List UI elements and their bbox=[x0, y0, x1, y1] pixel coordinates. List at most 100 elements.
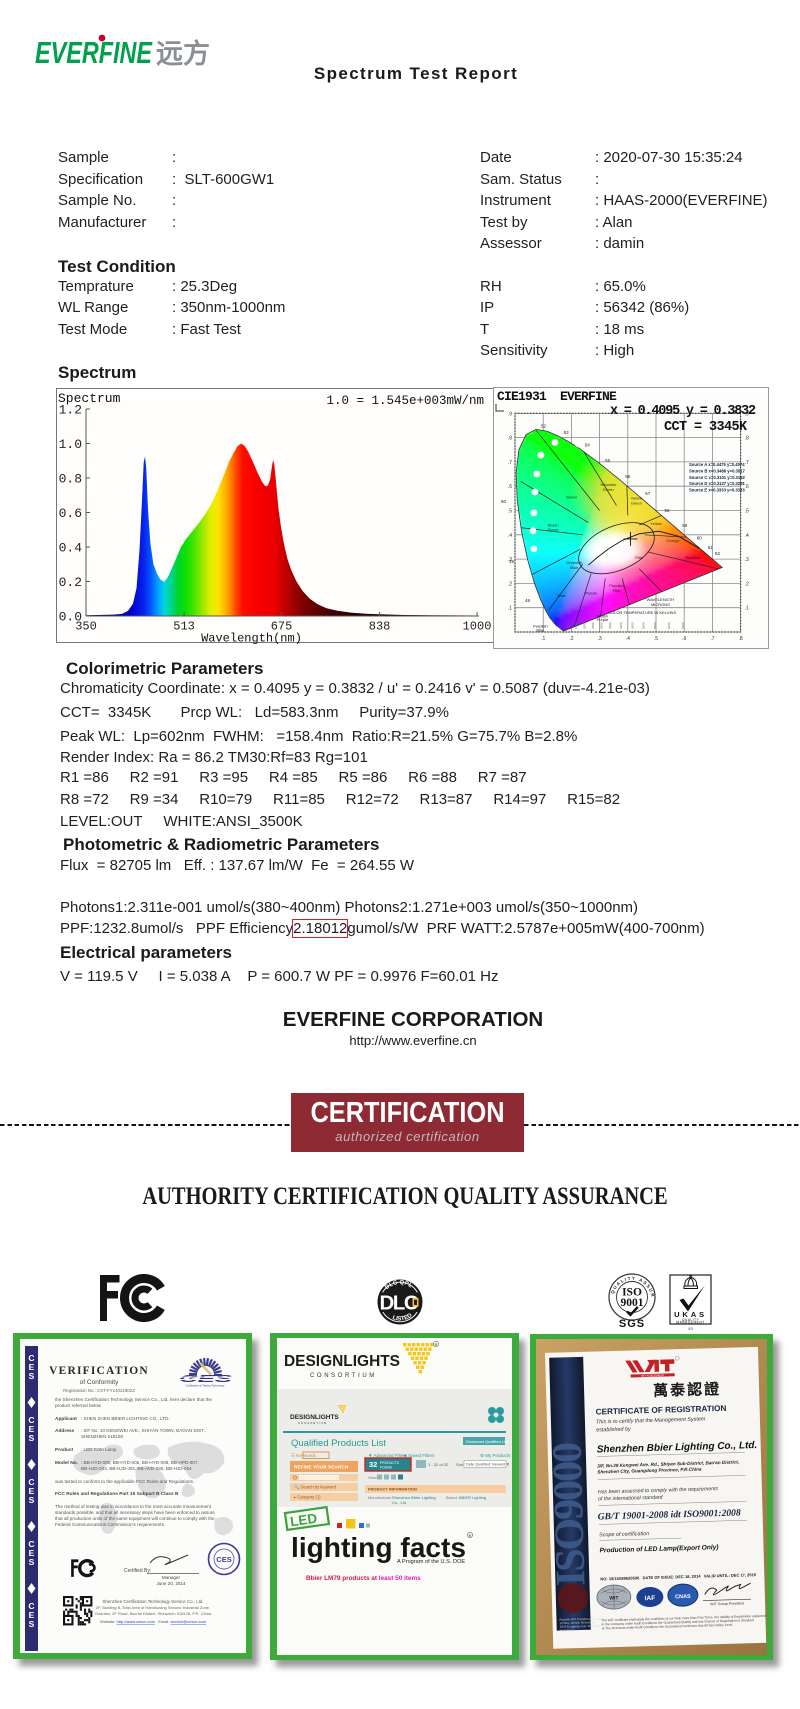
svg-text:Blue: Blue bbox=[570, 565, 579, 570]
svg-text:Registration No.: CST-FY140218: Registration No.: CST-FY14021802Z bbox=[63, 1388, 135, 1393]
svg-text:DLC QPL: DLC QPL bbox=[384, 1280, 413, 1291]
svg-text:ISO9000: ISO9000 bbox=[545, 1442, 595, 1587]
svg-text:x = 0.4095 y = 0.3832: x = 0.4095 y = 0.3832 bbox=[610, 404, 756, 419]
svg-text:Source A x=0.4475 y=0.4074: Source A x=0.4475 y=0.4074 bbox=[689, 462, 745, 467]
svg-text:.5: .5 bbox=[508, 509, 512, 515]
svg-text:C: C bbox=[28, 1353, 34, 1363]
svg-text:CIE1931 EVERFINE: CIE1931 EVERFINE bbox=[497, 389, 617, 404]
svg-text:1.2: 1.2 bbox=[59, 403, 82, 418]
svg-text:BB-HJD-033, BB-HJD-J02, BB-AVD: BB-HJD-033, BB-HJD-J02, BB-AVD-035, BB-H… bbox=[81, 1466, 192, 1471]
svg-text:EVERFINE: EVERFINE bbox=[35, 35, 153, 70]
svg-text:Republic WIT Compliance Co.,Lt: Republic WIT Compliance Co.,Ltd bbox=[559, 1616, 602, 1621]
svg-text:.4: .4 bbox=[626, 636, 630, 642]
svg-text:E: E bbox=[29, 1424, 35, 1434]
svg-text:CCT = 3345K: CCT = 3345K bbox=[664, 420, 748, 435]
svg-text:S: S bbox=[29, 1495, 35, 1505]
svg-text:Orange: Orange bbox=[666, 538, 680, 543]
svg-text:.9: .9 bbox=[745, 411, 749, 417]
svg-text:Model No.: Model No. bbox=[55, 1460, 78, 1466]
svg-text:Address: Address bbox=[55, 1428, 75, 1434]
svg-text:REFINE YOUR SEARCH: REFINE YOUR SEARCH bbox=[294, 1465, 349, 1471]
svg-text:DLC: DLC bbox=[380, 1292, 419, 1315]
svg-text:350: 350 bbox=[75, 620, 97, 634]
svg-text:55: 55 bbox=[605, 458, 611, 463]
svg-text:Purplish: Purplish bbox=[609, 583, 623, 588]
svg-text:.6: .6 bbox=[508, 484, 512, 490]
svg-text:WIT ASSESSMENT: WIT ASSESSMENT bbox=[641, 1373, 665, 1378]
svg-text:Source D x=0.3127 y=0.3291: Source D x=0.3127 y=0.3291 bbox=[689, 481, 746, 486]
svg-text:E: E bbox=[29, 1548, 35, 1558]
svg-text:1000: 1000 bbox=[463, 620, 492, 634]
svg-text:WIT: WIT bbox=[609, 1595, 618, 1601]
svg-text:MANAGEMENT: MANAGEMENT bbox=[676, 1321, 704, 1325]
svg-text:LISTED: LISTED bbox=[391, 1312, 413, 1322]
svg-text:3000: 3000 bbox=[599, 622, 603, 629]
svg-text:CES: CES bbox=[216, 1555, 231, 1564]
svg-text:5000: 5000 bbox=[642, 622, 646, 629]
svg-text:.7: .7 bbox=[745, 460, 749, 466]
svg-text:MICRONS: MICRONS bbox=[651, 602, 670, 607]
svg-text:: BB-HYD-005, BB-HYD-005, BB-: : BB-HYD-005, BB-HYD-005, BB-HYD-008, BB… bbox=[81, 1460, 199, 1465]
svg-text:▸ Category (1): ▸ Category (1) bbox=[294, 1495, 321, 1500]
svg-text:50: 50 bbox=[501, 499, 507, 504]
svg-text:Shenzhen Bbier Lighting Co., L: Shenzhen Bbier Lighting Co., Ltd. bbox=[597, 1440, 758, 1455]
svg-text:UKAS: UKAS bbox=[674, 1310, 707, 1319]
svg-text:5500: 5500 bbox=[653, 622, 657, 629]
svg-text:established by: established by bbox=[596, 1427, 631, 1434]
svg-text:Product: Product bbox=[55, 1447, 74, 1453]
svg-text:.3: .3 bbox=[598, 636, 602, 642]
svg-text:Shenzhen Certification Technol: Shenzhen Certification Technology Servic… bbox=[102, 1599, 203, 1604]
svg-text:FOUND: FOUND bbox=[380, 1466, 393, 1470]
svg-text:June 20, 2014: June 20, 2014 bbox=[156, 1581, 186, 1586]
svg-text:1.0 = 1.545e+003mW/nm: 1.0 = 1.545e+003mW/nm bbox=[326, 394, 484, 408]
svg-text:CNAS: CNAS bbox=[675, 1594, 691, 1600]
svg-text:.2: .2 bbox=[569, 636, 573, 642]
svg-text:Federal Communications Commiss: Federal Communications Commission's requ… bbox=[55, 1522, 165, 1527]
svg-text:60: 60 bbox=[697, 536, 703, 541]
svg-text:.2: .2 bbox=[508, 581, 512, 587]
svg-text:58: 58 bbox=[665, 508, 671, 513]
svg-text:S: S bbox=[29, 1619, 35, 1629]
svg-text:Certified By:: Certified By: bbox=[124, 1568, 151, 1574]
svg-text:Greenish: Greenish bbox=[566, 560, 582, 565]
svg-text:of Conformity: of Conformity bbox=[80, 1379, 119, 1386]
svg-text:1.0: 1.0 bbox=[59, 437, 82, 452]
svg-text:53: 53 bbox=[564, 430, 570, 435]
svg-text:6500: 6500 bbox=[681, 622, 685, 629]
svg-text:Hong Kong: Hong Kong bbox=[560, 1628, 575, 1632]
svg-text:Spectrum: Spectrum bbox=[58, 391, 121, 406]
svg-text:: 5/F No. 10 KENGWEI AVE., SH: : 5/F No. 10 KENGWEI AVE., SHIYAN TOWN, … bbox=[81, 1428, 206, 1433]
svg-text:was tested to conform to the a: was tested to conform to the applicable … bbox=[55, 1479, 194, 1484]
svg-text:PRODUCT INFORMATION: PRODUCT INFORMATION bbox=[368, 1487, 417, 1492]
svg-text:.2: .2 bbox=[745, 581, 749, 587]
svg-text:.3: .3 bbox=[508, 557, 512, 563]
svg-text:838: 838 bbox=[369, 620, 391, 634]
svg-text:Yellow: Yellow bbox=[631, 496, 643, 501]
svg-text:E: E bbox=[29, 1486, 35, 1496]
svg-text:Guanlan, 2F Road, Bao'an Distr: Guanlan, 2F Road, Bao'an District, Shenz… bbox=[95, 1611, 212, 1616]
svg-text:9001: 9001 bbox=[621, 1297, 644, 1309]
svg-text:C: C bbox=[28, 1415, 34, 1425]
svg-text:QUALITY: QUALITY bbox=[682, 1318, 700, 1322]
svg-text:Applicant: Applicant bbox=[55, 1416, 77, 1422]
svg-text:COLOR TEMPERATURE IN KELVINS: COLOR TEMPERATURE IN KELVINS bbox=[608, 610, 676, 615]
svg-text:2500: 2500 bbox=[591, 622, 595, 629]
svg-text:WAVELENGTH: WAVELENGTH bbox=[647, 597, 675, 602]
svg-text:C: C bbox=[28, 1477, 34, 1487]
svg-text:.6: .6 bbox=[682, 636, 686, 642]
svg-text:GB/T 19001-2008 idt ISO9001:20: GB/T 19001-2008 idt ISO9001:2008 bbox=[597, 1507, 741, 1522]
svg-text:Yellowish: Yellowish bbox=[600, 482, 617, 487]
svg-text:▼ Advanced Filters: ▼ Advanced Filters bbox=[368, 1453, 408, 1458]
svg-text:Source E x=0.3333 y=0.3333: Source E x=0.3333 y=0.3333 bbox=[689, 488, 745, 493]
svg-text:2/F/5 Kongjiang code, Wanchai: 2/F/5 Kongjiang code, Wanchai bbox=[560, 1624, 599, 1629]
svg-text:SHENZHEN 518108: SHENZHEN 518108 bbox=[81, 1434, 123, 1439]
svg-text:.4: .4 bbox=[508, 533, 512, 539]
svg-text:Website: http://www.cescc.com: Website: http://www.cescc.com Email: ser… bbox=[100, 1619, 207, 1624]
svg-text:C: C bbox=[28, 1601, 34, 1611]
svg-text:61: 61 bbox=[708, 545, 714, 550]
svg-text:VERIFICATION: VERIFICATION bbox=[49, 1365, 149, 1377]
svg-text:.6: .6 bbox=[745, 484, 749, 490]
svg-text:IAF: IAF bbox=[645, 1595, 656, 1602]
svg-text:3500: 3500 bbox=[608, 622, 612, 629]
svg-text:0.6: 0.6 bbox=[59, 506, 82, 521]
